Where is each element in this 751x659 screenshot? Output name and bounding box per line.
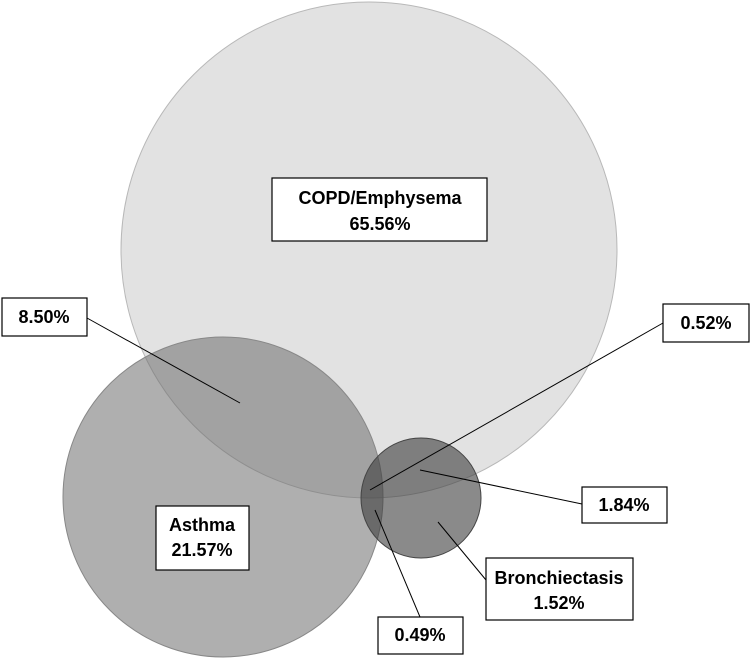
set-percent: 1.52% [533,593,584,613]
set-percent: 65.56% [349,214,410,234]
overlap-label: 0.49% [377,616,464,655]
label-box [662,303,750,343]
leader-line [374,509,421,618]
overlap-label: 0.52% [662,303,750,343]
overlap-percent: 1.84% [598,495,649,515]
set-name: Bronchiectasis [494,568,623,588]
label-box [271,177,488,242]
overlap-percent: 0.52% [680,313,731,333]
bronchiectasis-label: Bronchiectasis 1.52% [485,557,634,621]
set-name: Asthma [169,515,236,535]
overlap-label: 8.50% [1,297,88,337]
overlap-percent: 8.50% [18,307,69,327]
label-box [485,557,634,621]
leader-line [369,322,664,491]
label-box [581,486,668,524]
label-box [155,505,250,571]
bronchiectasis-circle [360,437,482,559]
asthma-circle [62,336,384,658]
overlap-label: 1.84% [581,486,668,524]
leader-line [419,469,583,505]
label-box [1,297,88,337]
label-box [377,616,464,655]
set-name: COPD/Emphysema [298,188,462,208]
leader-line [86,317,241,404]
set-percent: 21.57% [171,540,232,560]
overlap-percent: 0.49% [394,625,445,645]
copd-label: COPD/Emphysema 65.56% [271,177,488,242]
leader-line [437,521,487,581]
asthma-label: Asthma 21.57% [155,505,250,571]
